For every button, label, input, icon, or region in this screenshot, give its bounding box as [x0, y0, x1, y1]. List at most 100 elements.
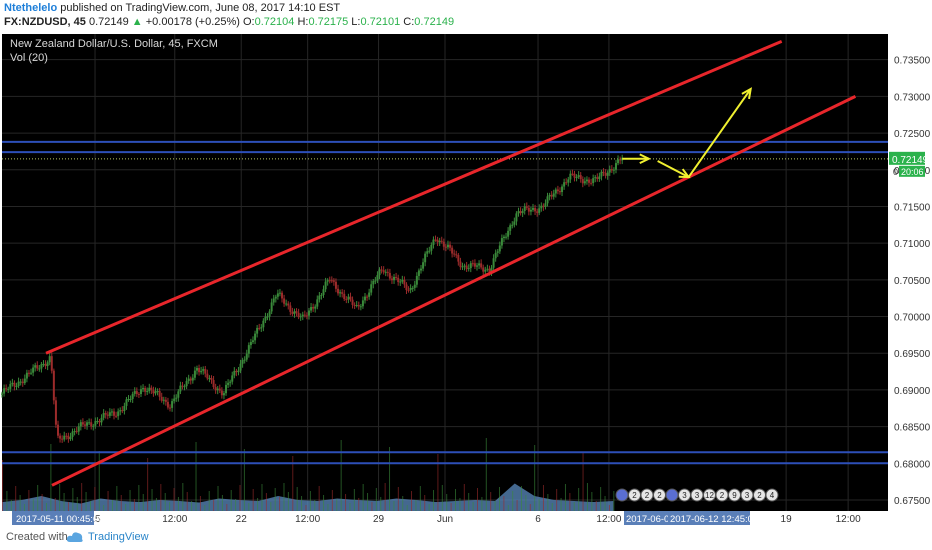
volume-bar	[397, 487, 399, 511]
candle-body	[612, 169, 615, 171]
candle-body	[561, 186, 564, 193]
candle-body	[59, 435, 62, 439]
event-marker-count: 2	[657, 491, 662, 500]
candle-body	[513, 221, 516, 225]
candle-body	[181, 385, 184, 387]
volume-bar	[37, 485, 39, 511]
volume-bar	[28, 490, 30, 511]
candle-body	[247, 345, 250, 354]
candle-body	[451, 247, 454, 254]
candle-body	[494, 252, 497, 259]
volume-bar	[375, 488, 377, 511]
candle-body	[142, 387, 145, 390]
candle-body	[322, 289, 325, 295]
candle-body	[208, 378, 211, 380]
candle-body	[419, 268, 422, 271]
candle-body	[324, 281, 327, 290]
candle-body	[129, 398, 132, 400]
candle-body	[415, 275, 418, 285]
candle-body	[608, 169, 611, 173]
volume-bar	[305, 505, 307, 511]
candle-body	[525, 206, 528, 208]
candle-body	[446, 244, 449, 248]
candle-body	[436, 239, 439, 243]
volume-bar	[455, 489, 457, 511]
candle-body	[81, 422, 84, 425]
volume-bar	[481, 497, 483, 511]
candle-body	[108, 412, 111, 416]
volume-bar	[503, 496, 505, 511]
candle-body	[285, 303, 288, 305]
y-tick-label: 0.68500	[894, 423, 931, 434]
volume-bar	[186, 492, 188, 511]
volume-bar	[67, 502, 69, 511]
volume-bar	[85, 492, 87, 511]
candle-body	[195, 368, 198, 371]
event-marker-icon	[615, 488, 629, 502]
volume-bar	[15, 486, 17, 511]
candle-body	[121, 410, 124, 412]
volume-bar	[283, 483, 285, 511]
price-chart[interactable]: 0.735000.730000.725000.720000.715000.710…	[0, 30, 932, 525]
candle-body	[220, 390, 223, 396]
volume-bar	[529, 504, 531, 511]
volume-bar	[173, 488, 175, 511]
candle-body	[370, 284, 373, 293]
chart-title: New Zealand Dollar/U.S. Dollar, 45, FXCM	[10, 38, 218, 50]
candle-body	[9, 384, 12, 389]
volume-bar	[151, 489, 153, 511]
volume-bar	[81, 483, 83, 511]
time-cursor-start-text: 2017-05-11 00:45:00	[16, 514, 104, 525]
candle-body	[581, 179, 584, 184]
candle-body	[509, 225, 512, 231]
author-link[interactable]: Ntethelelo	[4, 2, 58, 14]
candle-body	[113, 411, 116, 416]
candle-body	[351, 299, 354, 305]
tradingview-brand[interactable]: TradingView	[88, 531, 149, 543]
candle-body	[403, 279, 406, 285]
candle-body	[355, 305, 358, 307]
candle-body	[604, 173, 607, 176]
candle-body	[158, 391, 161, 397]
volume-bar	[301, 496, 303, 511]
volume-bar	[129, 490, 131, 511]
candle-body	[164, 399, 167, 402]
candle-body	[480, 263, 483, 268]
candle-body	[146, 391, 149, 393]
candle-body	[449, 244, 452, 248]
candle-body	[100, 417, 103, 423]
volume-bar	[424, 495, 426, 511]
y-tick-label: 0.69000	[894, 386, 931, 397]
candle-body	[399, 281, 402, 283]
candle-body	[328, 280, 331, 282]
volume-bar	[472, 502, 474, 511]
chart-area[interactable]: 0.735000.730000.725000.720000.715000.710…	[0, 30, 932, 525]
candle-body	[123, 405, 126, 411]
y-tick-label: 0.69500	[894, 349, 931, 360]
candle-body	[187, 378, 190, 382]
volume-bar	[221, 495, 223, 511]
event-marker-count: 2	[632, 491, 637, 500]
candle-body	[341, 292, 344, 294]
candle-body	[27, 372, 30, 374]
volume-bar	[296, 487, 298, 511]
candle-body	[345, 299, 348, 301]
volume-bar	[155, 498, 157, 511]
candle-body	[502, 236, 505, 239]
y-tick-label: 0.71500	[894, 202, 931, 213]
candle-body	[606, 172, 609, 176]
volume-bar	[485, 438, 487, 511]
candle-body	[135, 391, 138, 395]
candle-body	[137, 394, 140, 396]
time-cursor-mid	[624, 511, 668, 525]
candle-body	[492, 258, 495, 268]
candle-body	[461, 266, 464, 268]
volume-bar	[195, 442, 197, 511]
candle-body	[287, 303, 290, 306]
candle-body	[212, 380, 215, 388]
candle-body	[422, 262, 425, 269]
volume-bar	[402, 496, 404, 511]
volume-bar	[138, 485, 140, 511]
candle-body	[94, 421, 97, 426]
candle-body	[467, 268, 470, 270]
